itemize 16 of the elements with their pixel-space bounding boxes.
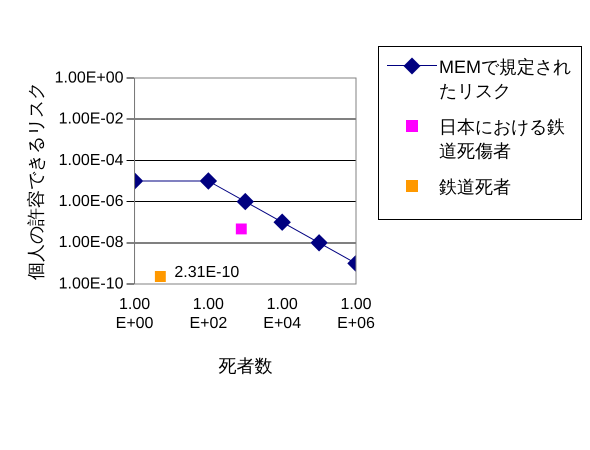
x-axis-title: 死者数 xyxy=(218,356,272,376)
legend-label: MEMで規定されたリスク xyxy=(439,56,572,103)
legend-label: 日本における鉄道死傷者 xyxy=(439,116,566,163)
y-tick-label: 1.00E+00 xyxy=(54,69,124,86)
x-tick-label: 1.00E+02 xyxy=(189,296,228,332)
y-tick-label: 1.00E-06 xyxy=(58,193,124,210)
y-tick-label: 1.00E-04 xyxy=(58,152,124,169)
data-label: 2.31E-10 xyxy=(174,264,240,281)
y-tick-label: 1.00E-02 xyxy=(58,110,124,128)
legend-label: 鉄道死者 xyxy=(439,176,511,199)
y-tick-label: 1.00E-08 xyxy=(58,234,124,252)
x-tick-label: 1.00E+00 xyxy=(116,296,154,332)
x-tick-label: 1.00E+06 xyxy=(337,296,376,332)
y-axis-title: 個人の許容できるリスク xyxy=(26,82,46,280)
x-tick-label: 1.00E+04 xyxy=(263,296,302,332)
y-tick-label: 1.00E-10 xyxy=(58,275,124,292)
